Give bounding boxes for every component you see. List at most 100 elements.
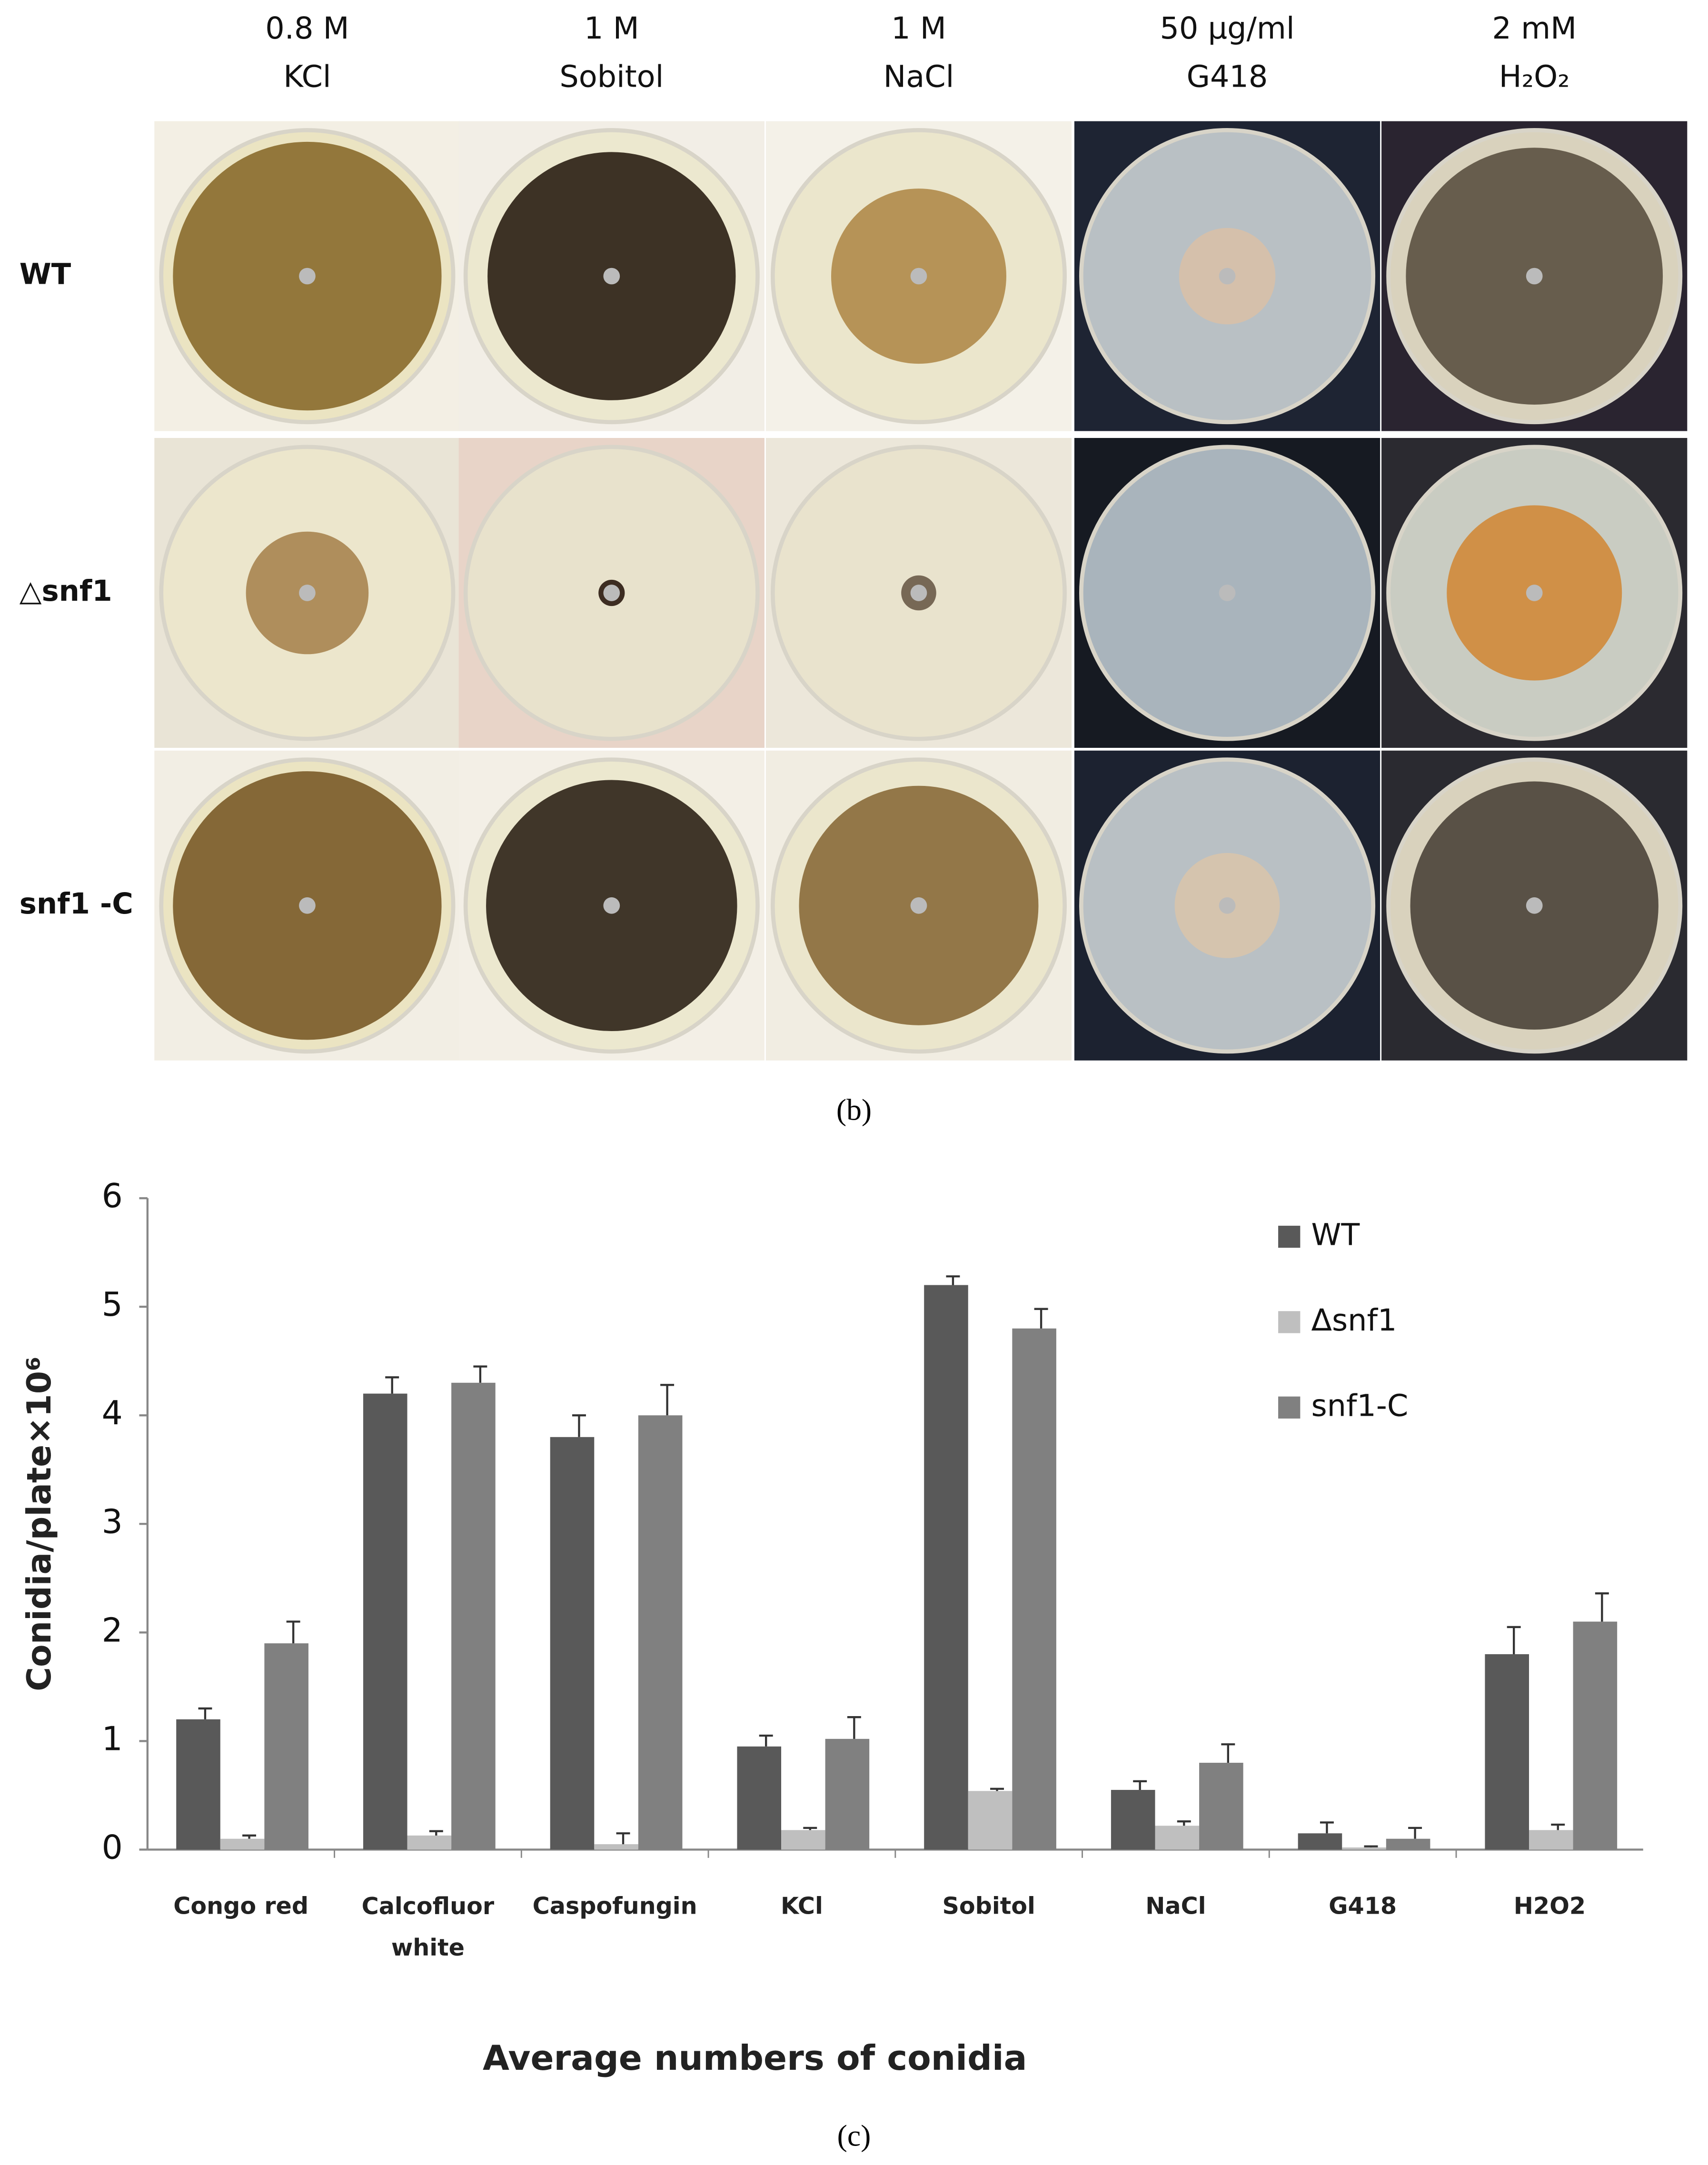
- inoculum: [603, 585, 620, 601]
- column-header: 2 mM: [1492, 11, 1577, 46]
- bar: [1342, 1847, 1386, 1850]
- error-bar: [803, 1827, 817, 1830]
- x-tick-label: Calcofluor white: [362, 1892, 495, 1961]
- row-label: snf1 -C: [20, 887, 133, 921]
- error-bar: [473, 1365, 487, 1383]
- error-bar: [990, 1788, 1004, 1791]
- bar: [924, 1285, 968, 1850]
- bar: [451, 1382, 496, 1850]
- bar: [550, 1437, 595, 1850]
- x-tick-label: H2O2: [1514, 1892, 1586, 1919]
- legend-label: Δsnf1: [1311, 1303, 1397, 1338]
- column-header: KCl: [283, 59, 331, 94]
- bar: [1012, 1328, 1056, 1850]
- error-bar: [847, 1716, 861, 1739]
- inoculum: [1219, 897, 1236, 914]
- x-tick-label: Congo red: [173, 1892, 308, 1919]
- bar: [1485, 1654, 1529, 1850]
- inoculum: [603, 268, 620, 285]
- bar: [220, 1838, 265, 1850]
- legend-label: WT: [1311, 1218, 1360, 1253]
- panel-label: (c): [837, 2119, 871, 2153]
- y-tick-label: 0: [102, 1829, 123, 1867]
- error-bar: [572, 1414, 586, 1437]
- y-tick-label: 6: [102, 1177, 123, 1215]
- bar: [594, 1844, 638, 1850]
- inoculum: [910, 585, 927, 601]
- column-header: 50 μg/ml: [1160, 11, 1294, 46]
- bar: [638, 1415, 683, 1850]
- x-axis-title: Average numbers of conidia: [483, 2038, 1027, 2078]
- column-header: H₂O₂: [1499, 59, 1570, 94]
- x-tick-label: KCl: [781, 1892, 823, 1919]
- column-header: NaCl: [884, 59, 954, 94]
- legend-swatch: [1278, 1396, 1301, 1419]
- bar: [1386, 1838, 1430, 1850]
- inoculum: [910, 268, 927, 285]
- error-bar: [1034, 1308, 1048, 1329]
- bar: [1298, 1833, 1342, 1850]
- column-header: Sobitol: [559, 59, 664, 94]
- inoculum: [299, 897, 316, 914]
- error-bar: [1177, 1820, 1191, 1826]
- error-bar: [1595, 1592, 1609, 1622]
- bar: [1573, 1621, 1618, 1850]
- inoculum: [1219, 585, 1236, 601]
- x-tick-label: Caspofungin: [533, 1892, 697, 1919]
- error-bar: [1133, 1780, 1147, 1790]
- inoculum: [1526, 897, 1543, 914]
- panel-label: (b): [836, 1092, 872, 1126]
- error-bar: [385, 1376, 399, 1394]
- error-bar: [946, 1275, 960, 1285]
- inoculum: [910, 897, 927, 914]
- inoculum: [1526, 268, 1543, 285]
- row-label: WT: [20, 258, 71, 291]
- x-tick-label: Sobitol: [942, 1892, 1035, 1919]
- y-tick-label: 1: [102, 1720, 123, 1758]
- inoculum: [1219, 268, 1236, 285]
- bar: [1111, 1790, 1155, 1850]
- legend-swatch: [1278, 1225, 1301, 1248]
- error-bar: [1507, 1626, 1521, 1654]
- bar: [176, 1719, 220, 1850]
- error-bar: [198, 1707, 212, 1719]
- inoculum: [299, 585, 316, 601]
- inoculum: [1526, 585, 1543, 601]
- y-axis-title: Conidia/plate×10⁶: [20, 1357, 59, 1691]
- error-bar: [429, 1830, 443, 1836]
- bar: [1199, 1763, 1243, 1850]
- bar: [737, 1746, 782, 1850]
- error-bar: [660, 1384, 675, 1416]
- x-tick-label: NaCl: [1145, 1892, 1206, 1919]
- y-tick-label: 4: [102, 1394, 123, 1432]
- error-bar: [1320, 1821, 1334, 1834]
- column-header: 0.8 M: [265, 11, 349, 46]
- x-tick-label: G418: [1329, 1892, 1397, 1919]
- bar: [968, 1791, 1013, 1850]
- column-header: 1 M: [584, 11, 639, 46]
- error-bar: [242, 1834, 257, 1839]
- legend-swatch: [1278, 1311, 1301, 1333]
- bar: [363, 1393, 407, 1850]
- error-bar: [1221, 1743, 1235, 1763]
- column-header: G418: [1187, 59, 1268, 94]
- bar: [1155, 1826, 1200, 1850]
- bar: [264, 1643, 308, 1850]
- legend-label: snf1-C: [1311, 1388, 1409, 1423]
- y-tick-label: 2: [102, 1611, 123, 1649]
- error-bar: [286, 1620, 300, 1644]
- error-bar: [1408, 1827, 1422, 1839]
- inoculum: [603, 897, 620, 914]
- error-bar: [616, 1832, 630, 1845]
- inoculum: [299, 268, 316, 285]
- bar: [1529, 1830, 1573, 1850]
- y-tick-label: 3: [102, 1503, 123, 1541]
- error-bar: [1551, 1823, 1565, 1830]
- row-label: △snf1: [20, 575, 112, 608]
- error-bar: [759, 1734, 773, 1747]
- bar: [407, 1835, 452, 1850]
- column-header: 1 M: [891, 11, 946, 46]
- y-tick-label: 5: [102, 1286, 123, 1324]
- bar: [781, 1830, 825, 1850]
